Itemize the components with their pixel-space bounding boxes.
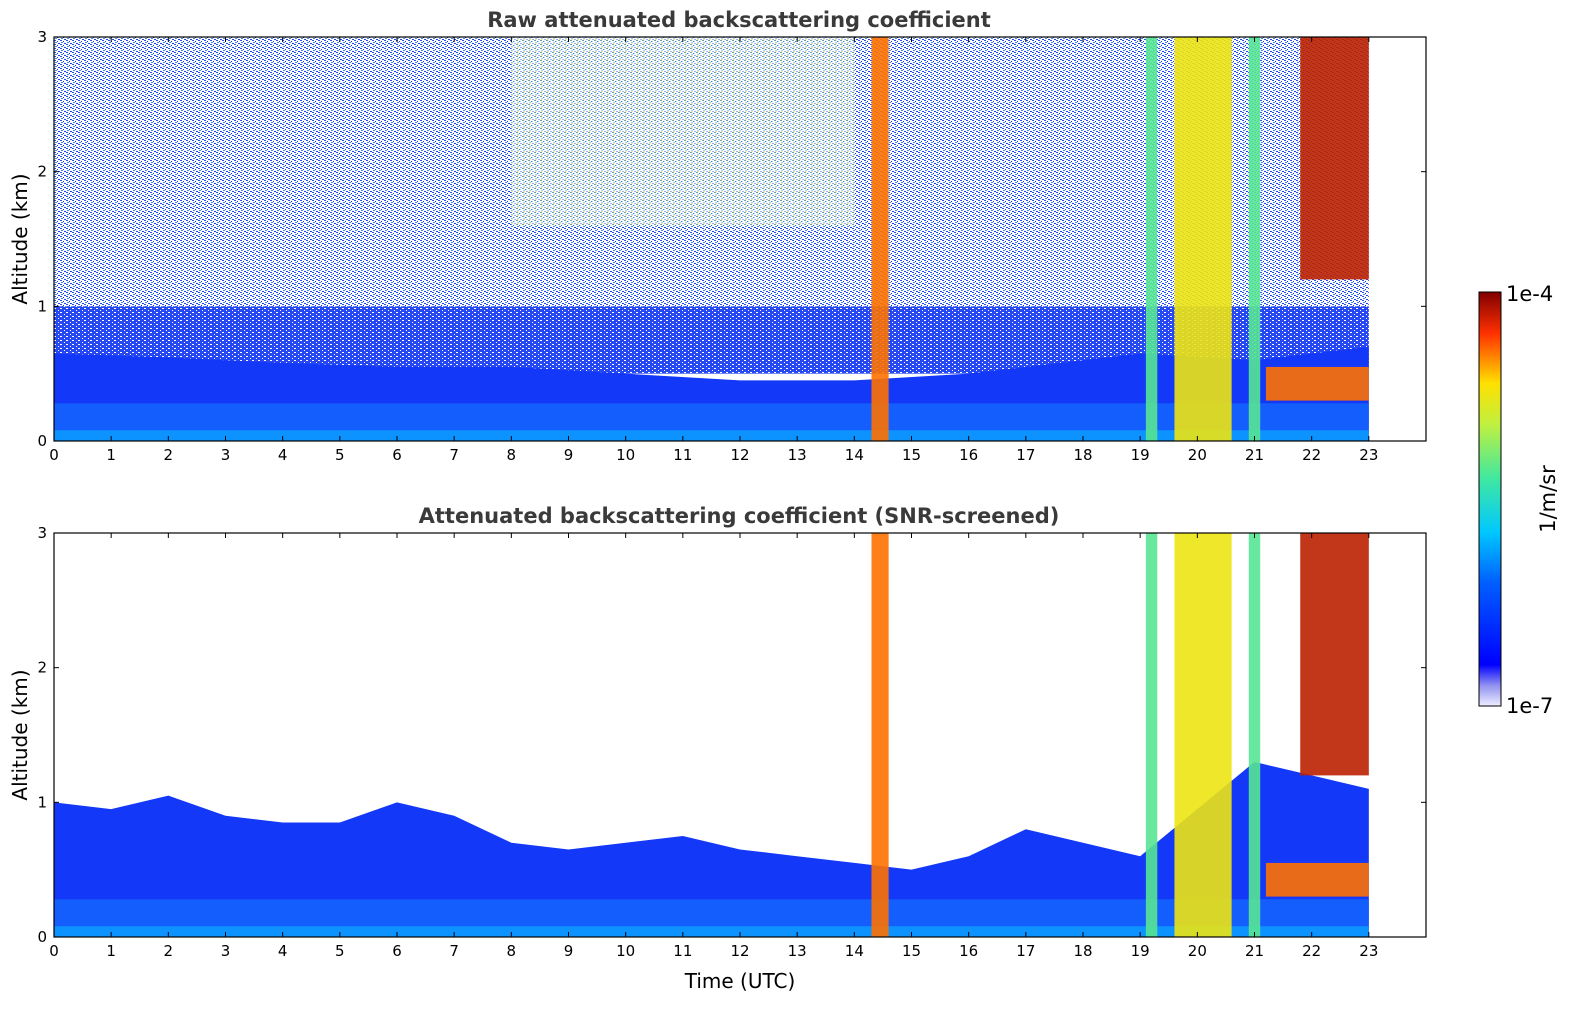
feature-plume	[1145, 533, 1158, 937]
x-tick-label: 4	[278, 446, 288, 464]
x-tick-label: 6	[392, 942, 402, 960]
feature-plume	[1248, 37, 1261, 441]
x-tick-label: 18	[1073, 446, 1092, 464]
x-tick-label: 5	[335, 446, 345, 464]
x-tick-label: 10	[616, 942, 635, 960]
snr-screened-panel: Attenuated backscattering coefficient (S…	[8, 504, 1427, 993]
raw-backscatter-panel: Raw attenuated backscattering coefficien…	[8, 8, 1427, 464]
y-tick-label: 0	[37, 432, 47, 450]
y-tick-label: 3	[37, 524, 47, 542]
y-tick-label: 3	[37, 28, 47, 46]
x-tick-label: 16	[959, 446, 978, 464]
x-tick-label: 17	[1016, 942, 1035, 960]
x-tick-label: 5	[335, 942, 345, 960]
feature-plume	[1248, 533, 1261, 937]
feature-cloud	[1300, 533, 1369, 776]
y-tick-label: 1	[37, 793, 47, 811]
feature-layer	[1265, 862, 1369, 897]
colorbar-min-label: 1e-7	[1506, 694, 1553, 718]
colorbar: 1e-4 1e-7 1/m/sr	[1478, 282, 1560, 718]
feature-plume	[1145, 37, 1158, 441]
feature-layer	[1265, 366, 1369, 401]
x-tick-label: 14	[845, 446, 864, 464]
panel1-y-ticks: 0 1 2 3	[37, 28, 1426, 450]
x-tick-label: 1	[106, 942, 116, 960]
x-tick-label: 7	[449, 446, 459, 464]
x-tick-label: 3	[221, 446, 231, 464]
y-tick-label: 2	[37, 659, 47, 677]
y-tick-label: 0	[37, 928, 47, 946]
x-tick-label: 8	[507, 942, 517, 960]
feature-plume	[1174, 533, 1232, 937]
panel1-title: Raw attenuated backscattering coefficien…	[487, 8, 991, 32]
x-tick-label: 15	[902, 446, 921, 464]
x-tick-label: 10	[616, 446, 635, 464]
x-tick-label: 20	[1188, 446, 1207, 464]
panel2-ylabel: Altitude (km)	[8, 669, 32, 800]
x-tick-label: 19	[1131, 446, 1150, 464]
x-tick-label: 18	[1073, 942, 1092, 960]
colorbar-max-label: 1e-4	[1506, 282, 1553, 306]
x-tick-label: 17	[1016, 446, 1035, 464]
x-tick-label: 7	[449, 942, 459, 960]
panel2-xlabel: Time (UTC)	[684, 969, 796, 993]
colorbar-gradient	[1478, 291, 1502, 707]
x-tick-label: 9	[564, 942, 574, 960]
feature-plume	[871, 533, 889, 937]
surface-layer	[54, 926, 1369, 937]
x-tick-label: 23	[1359, 446, 1378, 464]
x-tick-label: 11	[673, 446, 692, 464]
x-tick-label: 13	[788, 446, 807, 464]
panel2-x-ticks: 0 1 2 3 4 5 6 7 8 9 10 11 12 13 14 15 16 17 18 19 20 21 22 23	[49, 533, 1378, 960]
x-tick-label: 15	[902, 942, 921, 960]
x-tick-label: 16	[959, 942, 978, 960]
noise-region-day	[511, 37, 855, 226]
feature-cloud	[1300, 37, 1369, 280]
x-tick-label: 22	[1302, 942, 1321, 960]
x-tick-label: 0	[49, 942, 59, 960]
x-tick-label: 13	[788, 942, 807, 960]
x-tick-label: 9	[564, 446, 574, 464]
x-tick-label: 6	[392, 446, 402, 464]
x-tick-label: 22	[1302, 446, 1321, 464]
x-tick-label: 21	[1245, 942, 1264, 960]
panel1-ylabel: Altitude (km)	[8, 173, 32, 304]
feature-plume	[1174, 37, 1232, 441]
x-tick-label: 14	[845, 942, 864, 960]
surface-layer	[54, 430, 1369, 441]
x-tick-label: 20	[1188, 942, 1207, 960]
x-tick-label: 12	[730, 942, 749, 960]
panel2-y-ticks: 0 1 2 3	[37, 524, 1426, 946]
x-tick-label: 3	[221, 942, 231, 960]
colorbar-unit-label: 1/m/sr	[1536, 465, 1560, 533]
panel1-plot-area	[54, 37, 1369, 441]
x-tick-label: 21	[1245, 446, 1264, 464]
x-tick-label: 23	[1359, 942, 1378, 960]
x-tick-label: 8	[507, 446, 517, 464]
x-tick-label: 4	[278, 942, 288, 960]
x-tick-label: 2	[164, 942, 174, 960]
y-tick-label: 1	[37, 297, 47, 315]
x-tick-label: 12	[730, 446, 749, 464]
y-tick-label: 2	[37, 163, 47, 181]
x-tick-label: 19	[1131, 942, 1150, 960]
x-tick-label: 0	[49, 446, 59, 464]
panel2-plot-area	[54, 533, 1369, 937]
boundary-layer	[54, 761, 1369, 937]
x-tick-label: 2	[164, 446, 174, 464]
panel1-x-ticks: 0 1 2 3 4 5 6 7 8 9 10 11 12 13 14 15 16 17 18 19 20 21 22 23	[49, 37, 1378, 464]
feature-plume	[871, 37, 889, 441]
x-tick-label: 11	[673, 942, 692, 960]
x-tick-label: 1	[106, 446, 116, 464]
panel2-title: Attenuated backscattering coefficient (S…	[419, 504, 1060, 528]
